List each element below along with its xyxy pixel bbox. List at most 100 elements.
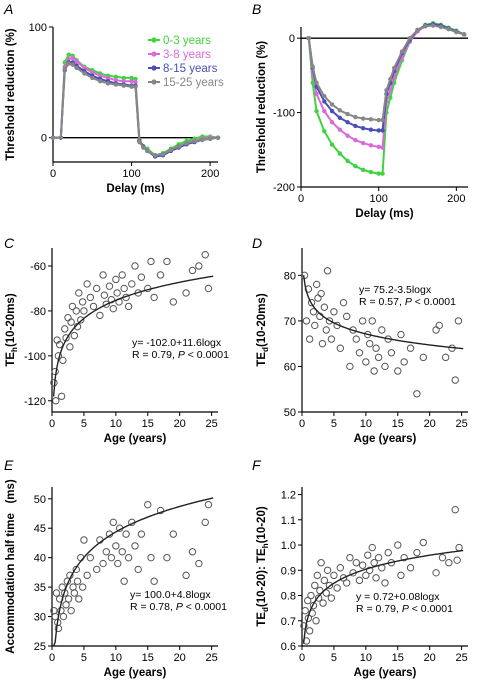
data-point [314,91,319,97]
panel-a: A 0 100 200 0 100 Delay (ms) Threshold reductio… [3,1,224,195]
scatter-point [52,397,60,405]
scatter-point [137,273,146,281]
y-tick-label: 0.9 [281,565,296,577]
series-15-25-years [306,23,467,123]
scatter-point [370,559,378,567]
data-point [129,84,134,89]
scatter-point [358,317,367,325]
y-label-mid: (10-20): TE [256,548,268,607]
data-point [145,148,150,154]
panel-c: C 0 5 10 15 20 25 -120 -100 -80 -60 Age (years) TEh(… [4,235,229,445]
x-tick-label: 5 [81,418,87,430]
scatter-point [188,548,197,556]
data-point [353,123,358,129]
scatter-point [163,553,171,562]
scatter-point [67,606,75,615]
data-point [353,137,358,143]
data-point [368,169,374,175]
scatter-point [62,601,70,609]
y-axis-label: Accommodation half time (ms) [5,479,17,654]
scatter-point [374,353,383,362]
data-point [74,65,79,71]
scatter-point [124,553,133,562]
scatter-point [381,579,389,587]
data-point [345,133,350,138]
data-point [461,32,467,37]
y-tick-label: 25 [34,641,46,653]
scatter-point [322,589,330,597]
scatter-point [370,367,378,375]
data-point [376,117,381,123]
scatter-point [100,291,109,299]
data-point [360,126,366,131]
data-point [329,102,335,107]
y-tick-label: 0 [41,133,47,145]
legend-marker [151,65,157,71]
scatter-point [419,538,428,547]
scatter-point [80,307,88,315]
scatter-point [372,344,380,352]
x-tick-label: 15 [142,418,154,430]
scatter-point [307,298,316,307]
scatter-point [372,574,380,582]
scatter-point [339,298,348,307]
data-point [97,79,103,84]
legend-label: 15-25 years [163,77,224,89]
y-label-tail: (10-20ms) [5,293,17,347]
scatter-point [118,271,126,279]
scatter-point [120,577,128,585]
scatter-point [413,390,421,398]
x-tick-label: 0 [49,652,55,664]
panel-label: C [4,235,15,251]
data-point [66,56,71,62]
scatter-point [445,559,453,567]
scatter-point [346,362,354,371]
data-point [200,137,205,143]
y-tick-label: 1.1 [281,515,296,527]
scatter-point [134,565,142,574]
scatter-point [312,280,321,289]
data-point [133,84,138,89]
fit-equation: y= -102.0+11.6logx [132,337,222,349]
scatter-point [394,367,402,375]
scatter-point [352,559,360,567]
data-point [50,135,56,140]
y-label-subscript: h [10,347,19,352]
data-point [380,117,385,123]
scatter-point [195,559,203,568]
scatter-point [453,556,461,564]
data-point [360,140,366,146]
data-point [430,23,436,28]
scatter-point [52,589,61,597]
fit-curve [52,275,214,397]
scatter-point [114,559,122,568]
scatter-point [204,284,213,293]
scatter-point [70,589,79,597]
scatter-point [188,266,197,275]
y-label-subscript: d [261,347,270,352]
data-point [141,145,146,150]
scatter-point [342,312,351,321]
panel-label: D [252,235,262,251]
y-tick-label: 0.6 [281,641,296,653]
legend-label: 3-8 years [163,49,211,61]
fit-p-value: < 0.0001 [185,349,229,361]
scatter-point [320,303,329,311]
x-tick-label: 20 [174,418,186,430]
fit-r-value: R = 0.79, [356,603,402,615]
fit-p-symbol: P [402,603,409,615]
scatter-point [75,289,83,297]
data-point [376,144,381,150]
scatter-point [67,318,75,326]
data-point [66,52,71,57]
data-point [129,75,134,81]
scatter-point [455,543,463,552]
scatter-point [102,300,110,308]
data-point [388,88,393,93]
x-tick-label: 20 [174,652,186,664]
x-tick-label: 15 [392,652,404,664]
data-point [97,73,103,78]
scatter-point [150,577,158,585]
scatter-point [86,293,95,302]
data-point [314,108,319,114]
